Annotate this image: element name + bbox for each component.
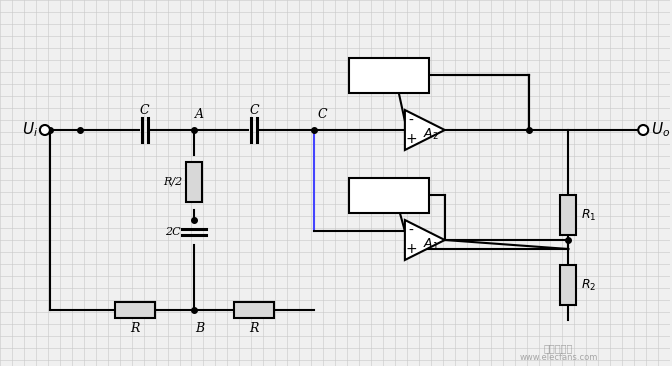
Polygon shape	[405, 110, 445, 150]
Circle shape	[40, 125, 50, 135]
Text: R/2: R/2	[163, 177, 182, 187]
Text: $R_1$: $R_1$	[581, 208, 596, 223]
Text: $A_2$: $A_2$	[423, 126, 439, 142]
Polygon shape	[405, 220, 445, 260]
Text: C: C	[317, 108, 327, 120]
Text: R: R	[249, 321, 259, 335]
Text: +: +	[405, 242, 417, 256]
Text: $U_o$: $U_o$	[650, 121, 670, 139]
Text: www.elecfans.com: www.elecfans.com	[519, 354, 597, 362]
Bar	[349, 58, 429, 93]
Text: C: C	[140, 104, 149, 116]
Text: +: +	[405, 132, 417, 146]
Text: $R_2$: $R_2$	[581, 277, 596, 292]
Text: C: C	[249, 104, 259, 116]
Text: 电子发烧友: 电子发烧友	[544, 343, 573, 353]
Text: B: B	[195, 321, 204, 335]
Bar	[560, 265, 577, 305]
Text: -: -	[409, 224, 413, 238]
Text: $A_1$: $A_1$	[423, 236, 439, 251]
Text: -: -	[409, 114, 413, 128]
Text: 2C: 2C	[165, 227, 180, 237]
Text: R: R	[130, 321, 139, 335]
Text: A: A	[195, 108, 204, 120]
Bar	[187, 162, 202, 202]
Bar	[235, 302, 274, 318]
Text: $U_i$: $U_i$	[22, 121, 38, 139]
Circle shape	[638, 125, 648, 135]
Bar	[115, 302, 155, 318]
Bar	[560, 195, 577, 235]
Bar	[349, 178, 429, 213]
